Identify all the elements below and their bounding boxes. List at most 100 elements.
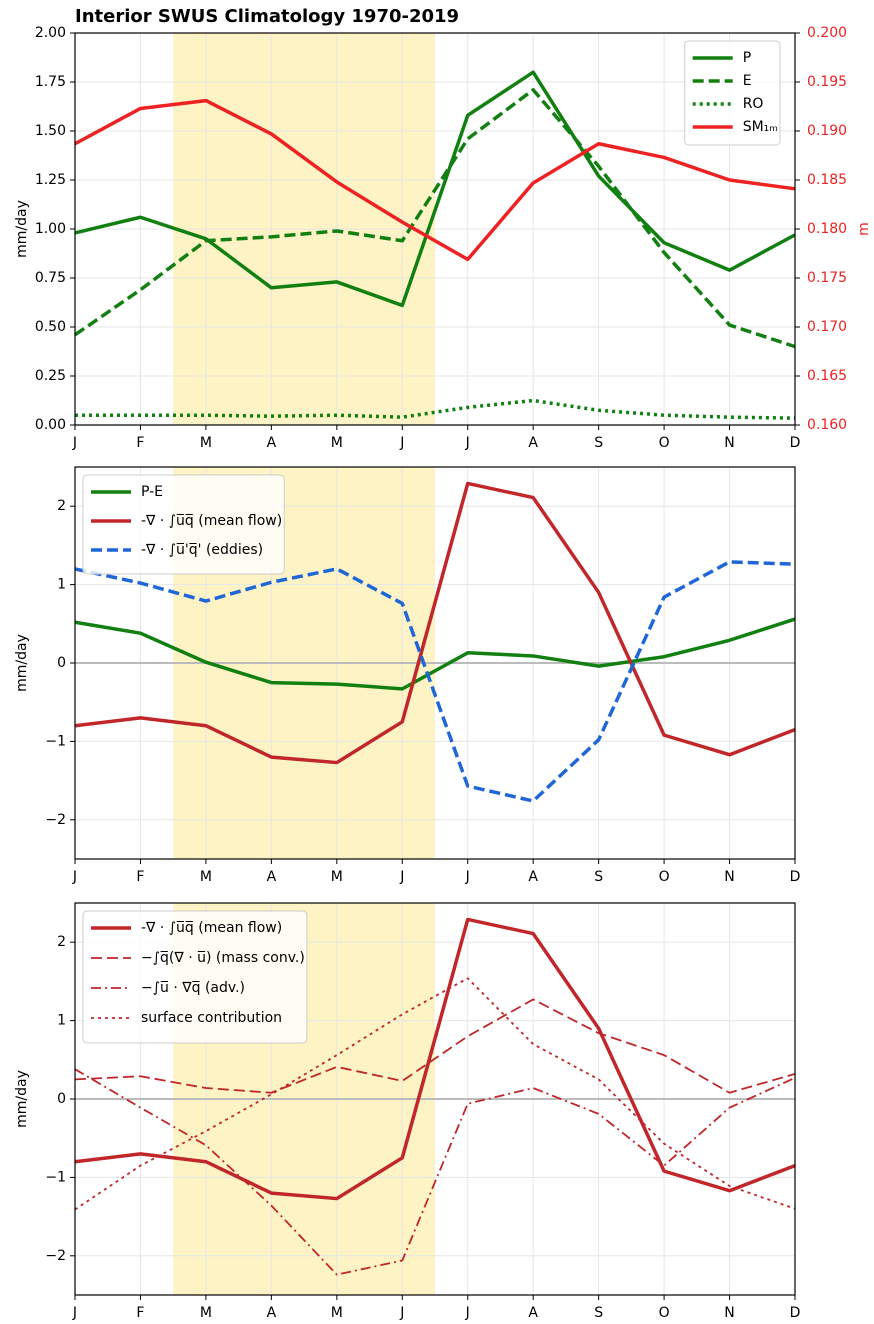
x-tick-label: J [72,435,77,451]
y-tick-label: −1 [45,733,66,749]
legend-label: P-E [141,484,163,500]
legend-box [684,40,781,146]
legend-label: RO [743,96,764,112]
y2-tick-label: 0.200 [807,25,847,41]
x-tick-label: J [465,1305,470,1320]
legend-box [82,910,308,1044]
legend-label: surface contribution [141,1010,282,1026]
legend: P-E -∇ · ∫u̅q̅ (mean flow) -∇ · ∫u̅'q̅' (e… [82,474,285,575]
legend-label: −∫u̅ · ∇q̅ (adv.) [141,980,245,996]
y-axis-label: mm/day [14,1070,30,1128]
legend-label: -∇ · ∫u̅q̅ (mean flow) [141,920,282,936]
y-tick-label: 0.00 [35,417,66,433]
x-tick-label: S [594,1305,603,1320]
y-tick-label: −1 [45,1169,66,1185]
series-line [74,617,796,691]
x-tick-label: O [659,1305,670,1320]
y-tick-label: 0 [57,1091,66,1107]
y-tick-label: −2 [45,1248,66,1264]
series-line [74,560,796,803]
legend-label: -∇ · ∫u̅q̅ (mean flow) [141,513,282,529]
x-tick-label: N [724,1305,734,1320]
x-tick-label: J [465,435,470,451]
y2-tick-label: 0.175 [807,270,847,286]
x-tick-label: D [790,869,801,885]
series-line [74,977,796,1211]
plot-frame [74,466,796,860]
x-tick-label: M [331,869,343,885]
x-tick-label: D [790,1305,801,1320]
y-tick-label: 1.50 [35,123,66,139]
y-tick-label: 1 [57,1013,66,1029]
x-tick-label: S [594,435,603,451]
y-axis-label: mm/day [14,200,30,258]
x-tick-label: A [267,435,277,451]
x-tick-label: N [724,869,734,885]
x-tick-label: A [267,1305,277,1320]
y-tick-label: 2 [57,934,66,950]
y-tick-label: 0.50 [35,319,66,335]
x-tick-label: A [528,869,538,885]
x-tick-label: J [399,1305,404,1320]
series-line [74,70,796,308]
x-tick-label: A [528,1305,538,1320]
legend-label: P [743,50,751,66]
y-tick-label: 0 [57,655,66,671]
x-tick-label: M [200,435,212,451]
x-tick-label: F [136,1305,144,1320]
y2-tick-label: 0.170 [807,319,847,335]
x-tick-label: A [528,435,538,451]
y-tick-label: 1 [57,577,66,593]
x-tick-label: A [267,869,277,885]
y-tick-label: 2 [57,498,66,514]
y2-tick-label: 0.190 [807,123,847,139]
y2-tick-label: 0.185 [807,172,847,188]
y-tick-label: 1.75 [35,74,66,90]
series-line [74,1068,796,1276]
legend-label: -∇ · ∫u̅'q̅' (eddies) [141,542,263,558]
x-tick-label: M [331,435,343,451]
legend: PE RO SM₁ₘ [684,40,781,146]
legend-label: −∫q̅(∇ · u̅) (mass conv.) [141,950,305,966]
x-tick-label: J [72,869,77,885]
y-tick-label: 1.00 [35,221,66,237]
series-line [75,398,796,420]
legend: -∇ · ∫u̅q̅ (mean flow) −∫q̅(∇ · u̅) (mass… [82,910,308,1044]
y-tick-label: 0.25 [35,368,66,384]
legend-label: SM₁ₘ [743,119,778,135]
x-tick-label: J [399,435,404,451]
x-tick-label: D [790,435,801,451]
x-tick-label: J [72,1305,77,1320]
y-tick-label: 1.25 [35,172,66,188]
y2-axis-label: m [856,222,872,236]
y2-tick-label: 0.165 [807,368,847,384]
y-axis-label: mm/day [14,634,30,692]
chart-title: Interior SWUS Climatology 1970-2019 [75,6,459,27]
x-tick-label: M [200,869,212,885]
y2-tick-label: 0.195 [807,74,847,90]
x-tick-label: O [659,435,670,451]
legend-label: E [743,73,752,89]
x-tick-label: F [136,869,144,885]
series-line [74,481,796,765]
x-tick-label: M [331,1305,343,1320]
x-tick-label: F [136,435,144,451]
series-line [74,917,796,1201]
series-line [74,998,796,1094]
x-tick-label: M [200,1305,212,1320]
x-tick-label: N [724,435,734,451]
y-tick-label: −2 [45,812,66,828]
x-tick-label: S [594,869,603,885]
x-tick-label: O [659,869,670,885]
y2-tick-label: 0.180 [807,221,847,237]
legend-box [82,474,285,575]
plot-frame [74,32,796,426]
series-line [74,88,796,349]
x-tick-label: J [399,869,404,885]
plot-frame [74,902,796,1296]
series-line [74,98,796,262]
x-tick-label: J [465,869,470,885]
y-tick-label: 2.00 [35,25,66,41]
y-tick-label: 0.75 [35,270,66,286]
y2-tick-label: 0.160 [807,417,847,433]
